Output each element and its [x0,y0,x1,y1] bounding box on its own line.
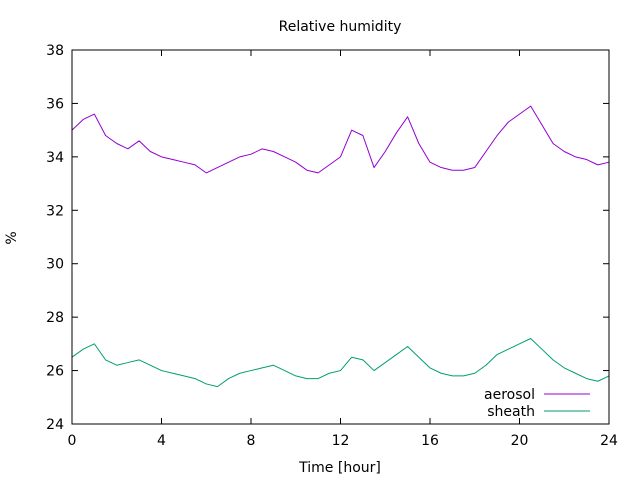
legend-label-aerosol: aerosol [484,387,535,403]
x-axis-label: Time [hour] [298,460,381,476]
x-tick-label: 12 [332,433,350,449]
y-tick-label: 26 [46,364,64,380]
y-tick-label: 24 [46,417,64,433]
plot-frame [71,49,610,425]
y-axis-label: % [4,231,20,244]
y-tick-label: 38 [46,43,64,59]
x-tick-label: 20 [511,433,529,449]
y-tick-label: 28 [46,310,64,326]
chart-title: Relative humidity [279,19,402,35]
y-tick-label: 34 [46,150,64,166]
sheath-series-line [71,338,610,388]
y-tick-label: 36 [46,96,64,112]
aerosol-series-line [71,105,610,174]
x-tick-label: 0 [68,433,77,449]
legend-label-sheath: sheath [487,404,535,420]
y-tick-label: 32 [46,203,64,219]
y-tick-label: 30 [46,257,64,273]
x-tick-label: 8 [247,433,256,449]
y-axis-label-group: % [4,231,20,244]
x-tick-label: 16 [421,433,439,449]
x-tick-label: 4 [157,433,166,449]
x-tick-label: 24 [600,433,618,449]
series-layer [71,105,610,388]
